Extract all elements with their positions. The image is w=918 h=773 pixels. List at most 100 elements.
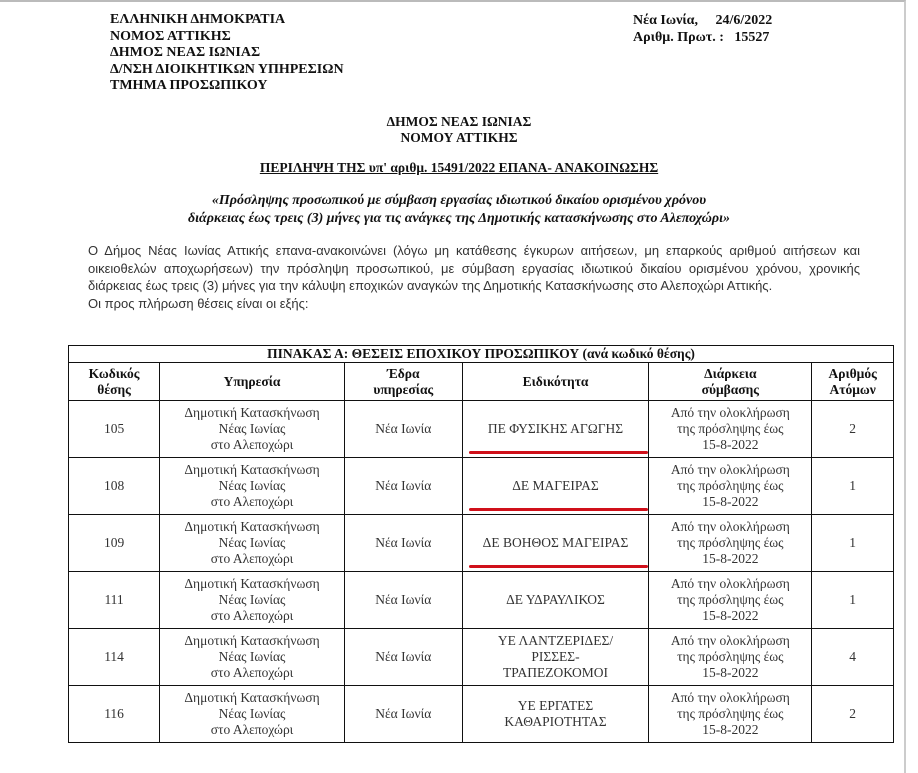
title-line: ΔΗΜΟΣ ΝΕΑΣ ΙΩΝΙΑΣ: [386, 114, 532, 129]
duration-cell-line: της πρόσληψης έως: [677, 421, 784, 436]
positions-table: ΠΙΝΑΚΑΣ Α: ΘΕΣΕΙΣ ΕΠΟΧΙΚΟΥ ΠΡΟΣΩΠΙΚΟΥ (α…: [67, 345, 894, 743]
position-code: 114: [67, 628, 161, 686]
red-underline-mark: [468, 451, 649, 454]
service-cell-line: Νέας Ιωνίας: [218, 706, 286, 721]
service-cell-line: Δημοτική Κατασκήνωση: [184, 576, 320, 591]
specialty-cell: ΥΕ ΛΑΝΤΖΕΡΙΔΕΣ/ΡΙΣΣΕΣ- ΤΡΑΠΕΖΟΚΟΜΟΙ: [461, 628, 650, 686]
body-paragraph: Ο Δήμος Νέας Ιωνίας Αττικής επανα-ανακοι…: [88, 243, 860, 293]
service-cell: Δημοτική Κατασκήνωση Νέας Ιωνίας στο Αλεπο…: [159, 457, 345, 515]
service-cell-line: στο Αλεποχώρι: [210, 722, 294, 737]
duration-cell-line: Από την ολοκλήρωση: [670, 576, 790, 591]
service-cell-line: Νέας Ιωνίας: [218, 421, 286, 436]
header-line: θέσης: [97, 381, 131, 397]
service-cell-line: στο Αλεποχώρι: [210, 665, 294, 680]
seat-cell: Νέα Ιωνία: [343, 457, 463, 515]
summary-heading: ΠΕΡΙΛΗΨΗ ΤΗΣ υπ' αριθμ. 15491/2022 ΕΠΑΝΑ…: [259, 160, 659, 175]
service-cell: Δημοτική Κατασκήνωση Νέας Ιωνίας στο Αλεπο…: [159, 685, 345, 743]
count-cell: 1: [811, 457, 894, 515]
subject: «Πρόσληψης προσωπικού με σύμβαση εργασία…: [0, 192, 918, 228]
duration-cell-line: της πρόσληψης έως: [677, 535, 784, 550]
document-title: ΔΗΜΟΣ ΝΕΑΣ ΙΩΝΙΑΣ ΝΟΜΟΥ ΑΤΤΙΚΗΣ: [0, 114, 918, 146]
service-cell-line: Νέας Ιωνίας: [218, 592, 286, 607]
duration-cell-line: Από την ολοκλήρωση: [670, 633, 790, 648]
header-line: Ατόμων: [829, 381, 876, 397]
column-header: Κωδικός θέσης: [67, 362, 161, 401]
specialty-cell-line: ΡΙΣΣΕΣ-: [531, 649, 580, 664]
position-code: 105: [67, 400, 161, 458]
column-header: Αριθμός Ατόμων: [811, 362, 894, 401]
table-row: 116 Δημοτική Κατασκήνωση Νέας Ιωνίας στο Αλ…: [67, 685, 894, 743]
service-cell-line: Δημοτική Κατασκήνωση: [184, 633, 320, 648]
duration-cell-line: 15-8-2022: [702, 722, 759, 737]
header-line: Υπηρεσία: [223, 373, 281, 389]
service-cell-line: στο Αλεποχώρι: [210, 551, 294, 566]
column-header: Ειδικότητα: [461, 362, 650, 401]
duration-cell-line: Από την ολοκλήρωση: [670, 690, 790, 705]
header-line: σύμβασης: [701, 381, 759, 397]
position-code: 109: [67, 514, 161, 572]
service-cell-line: στο Αλεποχώρι: [210, 437, 294, 452]
service-cell-line: Δημοτική Κατασκήνωση: [184, 462, 320, 477]
header-line: υπηρεσίας: [373, 381, 434, 397]
issuer-line: ΔΗΜΟΣ ΝΕΑΣ ΙΩΝΙΑΣ: [110, 45, 261, 60]
service-cell-line: Δημοτική Κατασκήνωση: [184, 405, 320, 420]
subject-line: διάρκειας έως τρεις (3) μήνες για τις αν…: [187, 211, 731, 226]
specialty-cell: ΠΕ ΦΥΣΙΚΗΣ ΑΓΩΓΗΣ: [461, 400, 650, 458]
seat-cell: Νέα Ιωνία: [343, 514, 463, 572]
position-code: 116: [67, 685, 161, 743]
service-cell-line: στο Αλεποχώρι: [210, 608, 294, 623]
service-cell-line: Δημοτική Κατασκήνωση: [184, 690, 320, 705]
duration-cell: Από την ολοκλήρωση της πρόσληψης έως 15-8-…: [648, 457, 813, 515]
seat-cell: Νέα Ιωνία: [343, 628, 463, 686]
specialty-cell-line: ΥΕ ΕΡΓΑΤΕΣ: [517, 698, 594, 713]
specialty-cell-line: ΚΑΘΑΡΙΟΤΗΤΑΣ: [504, 714, 607, 729]
issuer-line: ΝΟΜΟΣ ΑΤΤΙΚΗΣ: [110, 28, 231, 44]
body-text: Ο Δήμος Νέας Ιωνίας Αττικής επανα-ανακοι…: [88, 242, 860, 312]
red-underline-mark: [468, 565, 649, 568]
count-cell: 1: [811, 514, 894, 572]
duration-cell-line: 15-8-2022: [702, 494, 759, 509]
count-cell: 1: [811, 571, 894, 629]
duration-cell: Από την ολοκλήρωση της πρόσληψης έως 15-8-…: [648, 514, 813, 572]
specialty-cell: ΔΕ ΥΔΡΑΥΛΙΚΟΣ: [461, 571, 650, 629]
specialty-cell: ΔΕ ΜΑΓΕΙΡΑΣ: [461, 457, 650, 515]
service-cell: Δημοτική Κατασκήνωση Νέας Ιωνίας στο Αλεπο…: [159, 400, 345, 458]
specialty-cell: ΥΕ ΕΡΓΑΤΕΣ ΚΑΘΑΡΙΟΤΗΤΑΣ: [461, 685, 650, 743]
duration-cell: Από την ολοκλήρωση της πρόσληψης έως 15-8-…: [648, 571, 813, 629]
duration-cell-line: 15-8-2022: [702, 665, 759, 680]
table-row: 109 Δημοτική Κατασκήνωση Νέας Ιωνίας στο Αλ…: [67, 514, 894, 572]
duration-cell-line: 15-8-2022: [702, 551, 759, 566]
specialty-cell-line: ΔΕ ΜΑΓΕΙΡΑΣ: [512, 478, 599, 493]
red-underline-mark: [468, 508, 649, 511]
duration-cell-line: της πρόσληψης έως: [677, 592, 784, 607]
duration-cell-line: της πρόσληψης έως: [677, 478, 784, 493]
table-header-row: Κωδικός θέσης Υπηρεσία Έδρα υπηρεσίας Ειδικότ…: [67, 362, 894, 401]
service-cell-line: Νέας Ιωνίας: [218, 535, 286, 550]
duration-cell: Από την ολοκλήρωση της πρόσληψης έως 15-8-…: [648, 400, 813, 458]
title-line: ΝΟΜΟΥ ΑΤΤΙΚΗΣ: [400, 130, 518, 145]
table-title: ΠΙΝΑΚΑΣ Α: ΘΕΣΕΙΣ ΕΠΟΧΙΚΟΥ ΠΡΟΣΩΠΙΚΟΥ (α…: [68, 345, 894, 363]
position-code: 108: [67, 457, 161, 515]
duration-cell-line: Από την ολοκλήρωση: [670, 405, 790, 420]
specialty-cell-line: ΔΕ ΒΟΗΘΟΣ ΜΑΓΕΙΡΑΣ: [482, 535, 629, 550]
header-line: Αριθμός: [828, 365, 877, 381]
issuer-line: ΕΛΛΗΝΙΚΗ ΔΗΜΟΚΡΑΤΙΑ: [110, 12, 286, 27]
column-header: Υπηρεσία: [159, 362, 345, 401]
specialty-cell-line: ΥΕ ΛΑΝΤΖΕΡΙΔΕΣ/: [497, 633, 614, 648]
seat-cell: Νέα Ιωνία: [343, 685, 463, 743]
header-line: Διάρκεια: [704, 365, 757, 381]
column-header: Έδρα υπηρεσίας: [343, 362, 463, 401]
date-block: Νέα Ιωνία, 24/6/2022 Αριθμ. Πρωτ. : 1552…: [633, 12, 772, 46]
duration-cell-line: της πρόσληψης έως: [677, 649, 784, 664]
table-row: 111 Δημοτική Κατασκήνωση Νέας Ιωνίας στο Αλ…: [67, 571, 894, 629]
duration-cell-line: 15-8-2022: [702, 437, 759, 452]
table-row: 105 Δημοτική Κατασκήνωση Νέας Ιωνίας στο Αλ…: [67, 400, 894, 458]
header-line: Έδρα: [387, 365, 420, 381]
header-line: Κωδικός: [88, 365, 140, 381]
table-row: 108 Δημοτική Κατασκήνωση Νέας Ιωνίας στο Αλ…: [67, 457, 894, 515]
service-cell: Δημοτική Κατασκήνωση Νέας Ιωνίας στο Αλεπο…: [159, 571, 345, 629]
service-cell-line: Νέας Ιωνίας: [218, 649, 286, 664]
duration-cell-line: Από την ολοκλήρωση: [670, 462, 790, 477]
specialty-cell-line: ΔΕ ΥΔΡΑΥΛΙΚΟΣ: [506, 592, 605, 607]
